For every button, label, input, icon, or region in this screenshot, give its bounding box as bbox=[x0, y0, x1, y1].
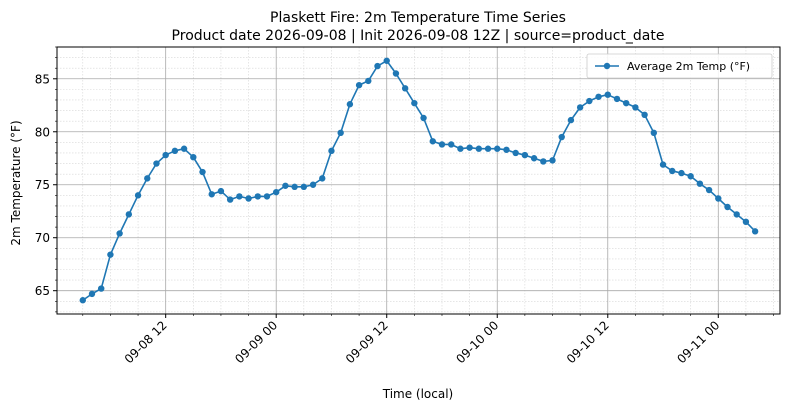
data-point bbox=[180, 145, 188, 152]
y-tick-label: 80 bbox=[35, 125, 50, 139]
x-tick-label: 09-10 12 bbox=[564, 318, 612, 366]
data-point bbox=[622, 99, 630, 107]
x-axis-label: Time (local) bbox=[382, 387, 454, 401]
data-point bbox=[512, 149, 519, 157]
data-point bbox=[374, 62, 381, 70]
data-point bbox=[742, 218, 750, 226]
data-point bbox=[678, 169, 685, 177]
data-point bbox=[475, 145, 483, 152]
data-point bbox=[79, 297, 86, 304]
data-point bbox=[236, 193, 243, 200]
legend-label: Average 2m Temp (°F) bbox=[627, 60, 750, 73]
data-point bbox=[632, 104, 639, 111]
data-point bbox=[715, 195, 722, 202]
data-point bbox=[567, 116, 575, 124]
data-point bbox=[751, 228, 759, 235]
data-point bbox=[337, 129, 344, 137]
series-line bbox=[82, 59, 756, 301]
data-point bbox=[420, 114, 427, 122]
data-point bbox=[447, 141, 455, 148]
data-point bbox=[134, 192, 142, 199]
data-point bbox=[429, 138, 436, 145]
data-point bbox=[696, 180, 704, 187]
data-point bbox=[392, 70, 400, 77]
y-tick-label: 70 bbox=[35, 231, 50, 245]
legend-marker-swatch bbox=[603, 62, 611, 70]
data-point bbox=[650, 129, 658, 137]
data-point bbox=[263, 193, 271, 200]
data-point bbox=[558, 133, 565, 141]
data-point bbox=[540, 158, 547, 165]
data-point bbox=[199, 168, 206, 176]
data-point bbox=[494, 145, 501, 152]
data-point bbox=[604, 91, 611, 98]
x-tick-label: 09-11 00 bbox=[674, 318, 722, 366]
data-point bbox=[586, 97, 593, 105]
data-point bbox=[171, 147, 179, 155]
y-axis-label: 2m Temperature (°F) bbox=[9, 120, 23, 245]
x-tick-label: 09-10 00 bbox=[453, 318, 501, 366]
y-tick-label: 85 bbox=[35, 72, 50, 86]
x-tick-label: 09-09 12 bbox=[343, 318, 391, 366]
data-point bbox=[595, 93, 602, 100]
data-point bbox=[705, 186, 713, 194]
data-point bbox=[613, 95, 621, 103]
legend: Average 2m Temp (°F) bbox=[586, 53, 773, 79]
data-point bbox=[365, 77, 372, 85]
data-point bbox=[319, 175, 326, 182]
grid bbox=[57, 46, 780, 314]
data-point bbox=[411, 99, 418, 107]
data-point bbox=[273, 188, 280, 196]
x-tick-label: 09-09 00 bbox=[232, 318, 280, 366]
data-point bbox=[190, 153, 197, 161]
data-point bbox=[549, 157, 556, 164]
data-point bbox=[687, 173, 694, 180]
data-point bbox=[282, 182, 289, 189]
data-point bbox=[401, 85, 409, 92]
data-point bbox=[144, 175, 151, 182]
legend-box bbox=[586, 53, 773, 79]
data-point bbox=[125, 211, 133, 218]
data-point bbox=[530, 155, 538, 162]
data-point bbox=[116, 230, 123, 237]
data-point bbox=[226, 196, 234, 203]
data-point bbox=[669, 167, 676, 175]
data-point bbox=[503, 146, 510, 153]
data-point bbox=[733, 211, 740, 218]
data-point bbox=[438, 141, 446, 148]
data-point bbox=[355, 81, 363, 89]
data-point bbox=[521, 151, 529, 159]
y-tick-label: 65 bbox=[35, 284, 50, 298]
data-point bbox=[457, 145, 464, 152]
series-layer bbox=[79, 57, 759, 304]
data-point bbox=[107, 251, 114, 258]
data-point bbox=[309, 181, 317, 188]
data-point bbox=[98, 285, 105, 292]
chart-title-line1: Plaskett Fire: 2m Temperature Time Serie… bbox=[270, 10, 566, 26]
data-point bbox=[217, 187, 225, 195]
data-point bbox=[208, 191, 215, 198]
data-point bbox=[383, 57, 390, 64]
data-point bbox=[484, 145, 492, 152]
chart-title-line2: Product date 2026-09-08 | Init 2026-09-0… bbox=[172, 28, 665, 44]
data-point bbox=[254, 193, 261, 200]
plot-frame bbox=[56, 46, 781, 315]
data-point bbox=[88, 290, 96, 298]
data-point bbox=[466, 144, 473, 151]
x-tick-label: 09-08 12 bbox=[122, 318, 170, 366]
y-tick-label: 75 bbox=[35, 178, 50, 192]
data-point bbox=[153, 160, 160, 167]
axes: 65 70 75 80 85 09-08 12 09-09 00 09-09 12 09-10 … bbox=[35, 46, 781, 366]
data-point bbox=[291, 183, 298, 191]
data-point bbox=[346, 101, 354, 108]
data-point bbox=[641, 111, 648, 119]
data-point bbox=[724, 203, 731, 211]
data-point bbox=[659, 161, 667, 168]
data-point bbox=[576, 104, 584, 111]
data-point bbox=[162, 151, 169, 159]
data-point bbox=[245, 195, 252, 202]
data-point bbox=[300, 183, 308, 191]
data-point bbox=[328, 147, 335, 155]
